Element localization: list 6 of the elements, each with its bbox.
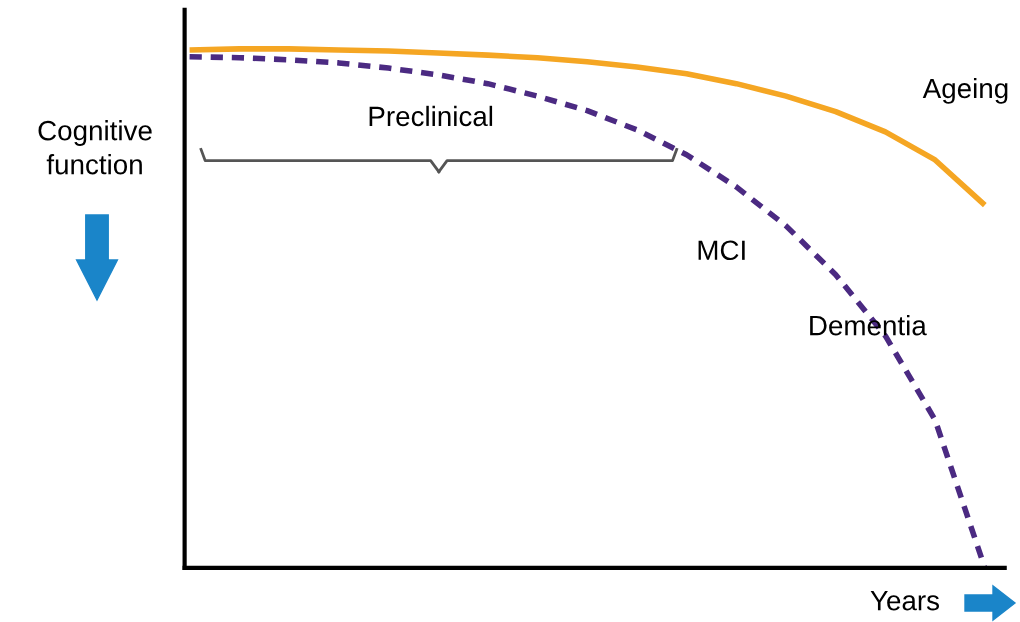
x-axis-title: Years: [870, 591, 940, 611]
series-label: Dementia: [810, 315, 927, 336]
annotation: Preclinical: [369, 105, 493, 127]
annotation: MCI: [698, 240, 745, 261]
series-label: Ageing: [922, 77, 1008, 104]
y-axis-title: Cognitive function: [38, 120, 152, 175]
